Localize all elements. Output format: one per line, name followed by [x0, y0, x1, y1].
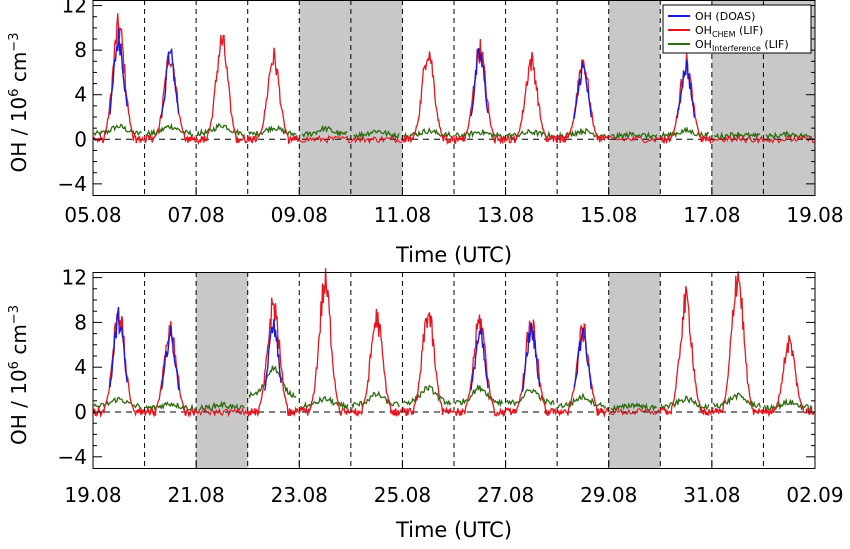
x-tick-label: 17.08: [683, 203, 740, 227]
interference-series-line: [93, 123, 142, 138]
shaded-period: [608, 0, 661, 195]
y-tick-label: 12: [62, 266, 87, 290]
x-tick-label: 19.08: [786, 203, 843, 227]
oh-doas-series-line: [109, 28, 128, 115]
interference-series-line: [660, 395, 710, 411]
interference-series-line: [763, 397, 813, 413]
interference-series-line: [713, 131, 761, 140]
y-tick-label: −4: [58, 445, 87, 469]
oh-doas-series-line: [521, 322, 541, 392]
interference-series-line: [351, 390, 400, 410]
oh-chem-series-line: [711, 134, 764, 144]
oh-chem-series-line: [298, 268, 351, 417]
x-tick-label: 09.08: [271, 203, 328, 227]
oh-chem-series-line: [556, 322, 609, 419]
interference-series-line: [712, 392, 761, 409]
oh-doas-series-line: [160, 326, 180, 391]
x-tick-label: 23.08: [271, 483, 328, 507]
oh-chem-series-line: [711, 271, 764, 415]
interference-series-line: [660, 126, 710, 139]
oh-chem-series-line: [608, 407, 661, 416]
oh-chem-series-line: [350, 135, 403, 144]
oh-chem-series-line: [505, 51, 558, 144]
shaded-period: [608, 272, 661, 468]
legend: OH (DOAS)OHCHEM (LIF)OHInterference (LIF…: [662, 4, 812, 54]
x-axis-label: Time (UTC): [395, 243, 512, 267]
oh-doas-series-line: [264, 318, 282, 391]
oh-doas-series-line: [573, 61, 592, 119]
y-tick-label: 8: [74, 38, 87, 62]
legend-label: OH (DOAS): [695, 10, 755, 23]
shaded-period: [196, 272, 248, 468]
interference-series-line: [353, 129, 400, 140]
x-tick-label: 07.08: [168, 203, 225, 227]
oh-chem-series-line: [195, 406, 248, 418]
x-tick-label: 15.08: [580, 203, 637, 227]
interference-series-line: [611, 130, 658, 141]
oh-chem-series-line: [247, 297, 299, 418]
interference-series-line: [454, 383, 504, 408]
oh-chem-series-line: [401, 51, 454, 146]
y-tick-label: −4: [58, 172, 87, 196]
interference-series-line: [301, 124, 348, 139]
interference-series-line: [145, 122, 194, 138]
oh-chem-series-line: [247, 47, 300, 145]
y-tick-label: 4: [74, 355, 87, 379]
interference-series-line: [402, 126, 452, 140]
oh-chem-series-line: [659, 286, 712, 417]
interference-series-line: [93, 396, 142, 410]
x-tick-label: 05.08: [64, 203, 121, 227]
oh-chem-series-line: [350, 308, 403, 418]
interference-series-line: [557, 392, 607, 410]
y-tick-label: 4: [74, 83, 87, 107]
x-tick-label: 31.08: [683, 483, 740, 507]
oh-chem-series-line: [453, 314, 506, 418]
oh-doas-series-line: [109, 306, 128, 388]
panel-2: −4 0 4 8 12 19.08 21.08 23.08 25.08 27.08 29.08 31.…: [7, 266, 844, 542]
y-tick-label: 12: [62, 0, 87, 18]
y-axis-label: OH / 106 cm−3: [7, 33, 31, 173]
interference-series-line: [248, 124, 297, 139]
interference-series-line: [299, 395, 349, 411]
y-tick-label: 0: [74, 127, 87, 151]
interference-series-line: [402, 384, 452, 407]
x-tick-label: 11.08: [374, 203, 431, 227]
interference-series-line: [145, 400, 194, 412]
x-tick-label: 29.08: [580, 483, 637, 507]
panel-1: −4 0 4 8 12 05.08 07.08 09.08 11.08 13.08 15.08 17.…: [7, 0, 844, 267]
x-tick-label: 25.08: [374, 483, 431, 507]
oh-doas-series-line: [676, 59, 696, 118]
oh-doas-series-line: [573, 327, 592, 390]
x-tick-label: 21.08: [168, 483, 225, 507]
y-tick-label: 0: [74, 400, 87, 424]
legend-label: OHInterference (LIF): [695, 38, 789, 53]
x-axis-label: Time (UTC): [395, 518, 512, 542]
oh-chem-series-line: [762, 135, 815, 144]
oh-chem-series-line: [299, 134, 351, 144]
oh-chem-series-line: [195, 34, 248, 145]
y-tick-label: 8: [74, 310, 87, 334]
oh-doas-series-line: [470, 47, 489, 117]
interference-series-line: [248, 365, 297, 399]
oh-doas-series-line: [160, 47, 180, 119]
interference-series-line: [198, 400, 245, 413]
x-tick-label: 13.08: [477, 203, 534, 227]
oh-chem-series-line: [762, 335, 815, 418]
legend-label: OHCHEM (LIF): [695, 24, 763, 39]
plot-frame: [92, 272, 816, 469]
oh-chem-series-line: [401, 312, 454, 417]
oh-doas-series-line: [470, 328, 489, 391]
x-tick-label: 19.08: [64, 483, 121, 507]
oh-chem-series-line: [453, 38, 506, 145]
oh-chem-series-line: [608, 135, 661, 144]
x-tick-label: 02.09: [786, 483, 843, 507]
y-axis-label: OH / 106 cm−3: [7, 305, 31, 445]
oh-chem-series-line: [143, 53, 197, 144]
plot-frame: [92, 0, 816, 196]
interference-series-line: [506, 388, 555, 407]
interference-series-line: [196, 122, 245, 138]
x-tick-label: 27.08: [477, 483, 534, 507]
